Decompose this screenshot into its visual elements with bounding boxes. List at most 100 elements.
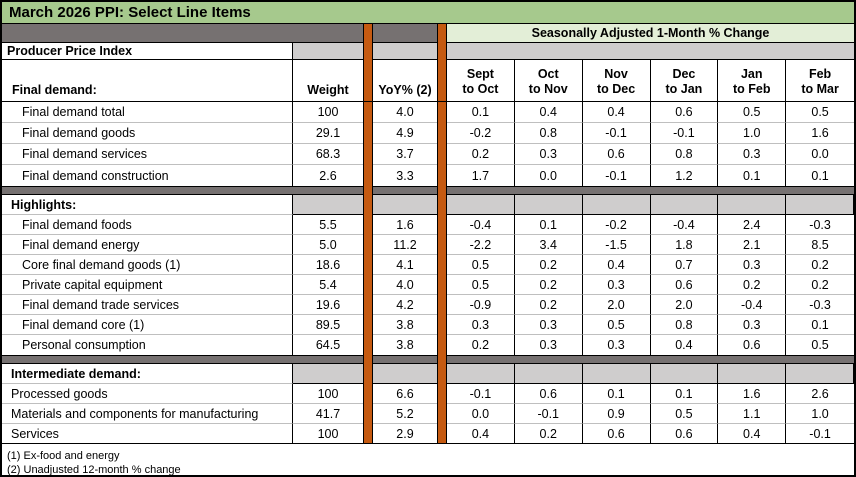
- section-label: Highlights:: [2, 195, 293, 215]
- table-row: Processed goods 100 6.6 -0.1 0.6 0.1 0.1 1.6 2.6: [2, 384, 854, 404]
- orange-divider: [363, 215, 373, 235]
- orange-divider: [363, 235, 373, 255]
- weight-value: 2.6: [319, 168, 337, 183]
- monthly-change-value: 0.4: [447, 424, 515, 444]
- weight-value: 64.5: [315, 338, 341, 352]
- table-row: Core final demand goods (1) 18.6 4.1 0.5 0.2…: [2, 255, 854, 275]
- monthly-change-value: 0.2: [786, 255, 854, 275]
- empty-gray-cell: [582, 195, 651, 215]
- empty-gray-cell: [718, 195, 787, 215]
- month-header-line1: Dec: [672, 67, 696, 81]
- monthly-change-value: 0.1: [582, 384, 651, 404]
- separator-cell: [447, 355, 854, 364]
- empty-gray-cell: [293, 195, 363, 215]
- column-header-oct-nov: Oct to Nov: [514, 60, 583, 102]
- orange-divider: [437, 404, 447, 424]
- footnote-2: (2) Unadjusted 12-month % change: [7, 464, 181, 476]
- monthly-change-value: 0.5: [447, 275, 515, 295]
- table-row: Final demand goods 29.1 4.9 -0.2 0.8 -0.1 -0.1…: [2, 123, 854, 144]
- table-row: Final demand trade services 19.6 4.2 -0.9 0.…: [2, 295, 854, 315]
- row-label: Processed goods: [2, 384, 293, 404]
- monthly-change-value: 8.5: [786, 235, 854, 255]
- orange-divider: [437, 43, 447, 60]
- weight-value: 5.4: [293, 275, 363, 295]
- orange-divider: [437, 355, 447, 364]
- monthly-change-value: -0.9: [447, 295, 515, 315]
- monthly-change-value: 0.2: [514, 255, 583, 275]
- section-label-final-demand: Final demand:: [2, 60, 293, 102]
- monthly-change-value: -0.1: [582, 123, 651, 144]
- orange-divider: [363, 424, 373, 444]
- empty-gray-cell: [582, 364, 651, 384]
- section-label: Intermediate demand:: [2, 364, 293, 384]
- monthly-change-value: -0.4: [650, 215, 719, 235]
- yoy-value: 4.1: [373, 255, 437, 275]
- yoy-value: 4.0: [373, 275, 437, 295]
- monthly-change-value: -2.2: [447, 235, 515, 255]
- row-label: Final demand energy: [2, 235, 293, 255]
- monthly-change-value: 0.1: [650, 384, 719, 404]
- orange-divider: [363, 255, 373, 275]
- monthly-change-value: 0.2: [514, 424, 583, 444]
- monthly-change-value: -0.1: [447, 384, 515, 404]
- band-cell: [373, 24, 437, 43]
- orange-divider: [363, 195, 373, 215]
- orange-divider: [363, 355, 373, 364]
- monthly-change-value: 0.3: [718, 255, 787, 275]
- month-header-line2: to Oct: [462, 82, 499, 96]
- band-cell: [2, 24, 293, 43]
- monthly-change-value: 0.6: [582, 424, 651, 444]
- monthly-change-value: -0.3: [786, 215, 854, 235]
- row-label: Final demand services: [2, 144, 293, 165]
- row-label: Final demand core (1): [2, 315, 293, 335]
- orange-divider: [363, 384, 373, 404]
- monthly-change-value: 2.0: [582, 295, 651, 315]
- seasonal-adjusted-header: Seasonally Adjusted 1-Month % Change: [447, 24, 854, 43]
- yoy-value: 3.7: [373, 144, 437, 165]
- group-header-band: Seasonally Adjusted 1-Month % Change: [2, 24, 854, 43]
- empty-gray-cell: [293, 43, 363, 60]
- monthly-change-value: 0.3: [718, 144, 787, 165]
- monthly-change-value: 0.7: [650, 255, 719, 275]
- row-label: Final demand construction: [2, 165, 293, 186]
- yoy-value: 3.3: [396, 168, 414, 183]
- monthly-change-value: 0.2: [786, 275, 854, 295]
- monthly-change-value: 0.6: [650, 275, 719, 295]
- separator-cell: [293, 355, 363, 364]
- monthly-change-value: 0.0: [515, 165, 583, 186]
- empty-gray-cell: [786, 195, 854, 215]
- table-row: Final demand total 100 4.0 0.1 0.4 0.4 0.6 0.5 0…: [2, 102, 854, 123]
- month-header-line2: to Mar: [801, 82, 839, 96]
- table-row: Final demand core (1) 89.5 3.8 0.3 0.3 0.5 0.8…: [2, 315, 854, 335]
- monthly-change-value: 0.3: [514, 315, 583, 335]
- monthly-change-value: 1.2: [651, 165, 719, 186]
- weight-value: 41.7: [293, 404, 363, 424]
- monthly-change-value: 1.1: [718, 404, 787, 424]
- orange-divider: [363, 102, 373, 123]
- empty-gray-cell: [514, 195, 583, 215]
- month-header-line1: Sept: [466, 67, 494, 81]
- monthly-change-value: 0.3: [718, 315, 787, 335]
- orange-divider: [437, 60, 447, 102]
- monthly-change-value: -0.1: [650, 123, 719, 144]
- orange-divider: [363, 60, 373, 102]
- monthly-change-value: 0.2: [514, 275, 583, 295]
- empty-gray-cell: [650, 364, 719, 384]
- ppi-label: Producer Price Index: [2, 43, 293, 60]
- empty-gray-cell: [786, 364, 854, 384]
- orange-divider: [363, 144, 373, 165]
- monthly-change-value: 2.6: [786, 384, 854, 404]
- empty-gray-cell: [447, 364, 515, 384]
- column-header-sept-oct: Sept to Oct: [447, 60, 515, 102]
- monthly-change-value: 0.1: [718, 165, 787, 186]
- row-label: Core final demand goods (1): [2, 255, 293, 275]
- separator-cell: [2, 355, 293, 364]
- monthly-change-value: 0.3: [447, 315, 515, 335]
- month-header-line1: Oct: [537, 67, 559, 81]
- monthly-change-value: 0.2: [514, 295, 583, 315]
- section-separator: [2, 355, 854, 364]
- yoy-value: 5.2: [373, 404, 437, 424]
- monthly-change-value: -0.4: [718, 295, 787, 315]
- monthly-change-value: 0.5: [447, 255, 515, 275]
